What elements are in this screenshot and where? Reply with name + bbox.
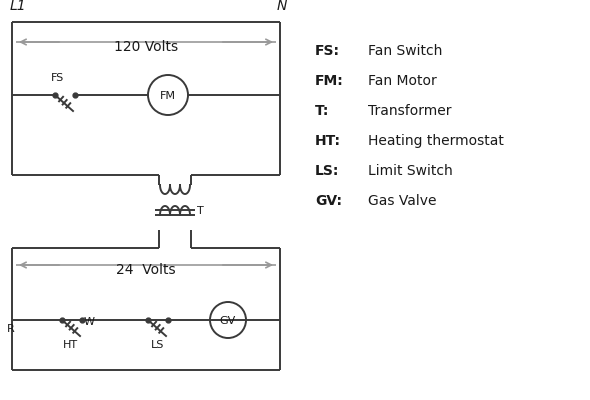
Text: HT: HT — [63, 340, 77, 350]
Text: LS:: LS: — [315, 164, 339, 178]
Text: L1: L1 — [10, 0, 27, 13]
Text: T:: T: — [315, 104, 329, 118]
Text: GV:: GV: — [315, 194, 342, 208]
Text: Transformer: Transformer — [368, 104, 451, 118]
Text: 120 Volts: 120 Volts — [114, 40, 178, 54]
Text: W: W — [84, 317, 95, 327]
Text: R: R — [7, 324, 15, 334]
Text: Limit Switch: Limit Switch — [368, 164, 453, 178]
Text: GV: GV — [220, 316, 236, 326]
Text: HT:: HT: — [315, 134, 341, 148]
Text: FM: FM — [160, 91, 176, 101]
Text: Heating thermostat: Heating thermostat — [368, 134, 504, 148]
Text: FS:: FS: — [315, 44, 340, 58]
Text: FM:: FM: — [315, 74, 344, 88]
Text: Fan Switch: Fan Switch — [368, 44, 442, 58]
Text: 24  Volts: 24 Volts — [116, 263, 176, 277]
Text: Gas Valve: Gas Valve — [368, 194, 437, 208]
Text: Fan Motor: Fan Motor — [368, 74, 437, 88]
Text: LS: LS — [151, 340, 165, 350]
Text: T: T — [197, 206, 204, 216]
Text: FS: FS — [51, 73, 64, 83]
Text: N: N — [277, 0, 287, 13]
